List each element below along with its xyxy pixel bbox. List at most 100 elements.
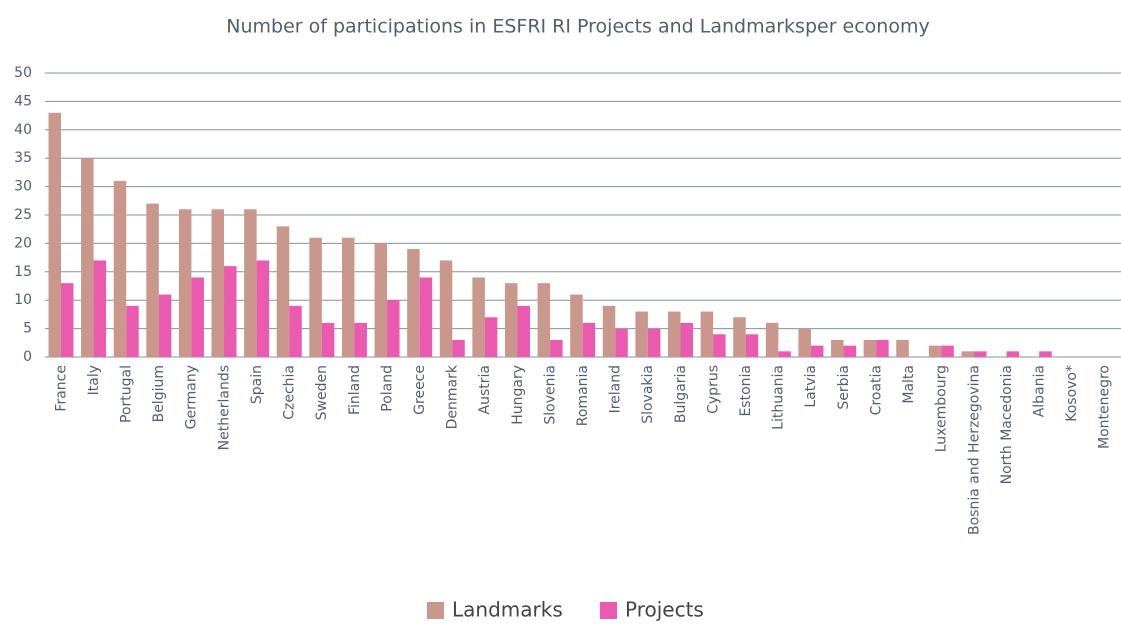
bar <box>798 328 811 357</box>
bar <box>504 283 518 357</box>
x-tick-label: Albania <box>1031 365 1047 417</box>
x-tick-label: Bosnia and Herzegovina <box>966 365 982 535</box>
legend-label: Landmarks <box>452 598 563 622</box>
x-tick-label: Czechia <box>282 365 298 420</box>
x-tick-label: France <box>53 365 69 412</box>
bar <box>374 243 388 357</box>
bar <box>93 260 107 357</box>
bar <box>733 317 746 357</box>
x-tick-label: Slovakia <box>640 365 656 424</box>
bar <box>700 311 714 357</box>
bar <box>407 249 420 357</box>
bar <box>256 260 270 357</box>
bar <box>387 300 400 357</box>
y-tick-label: 25 <box>14 207 32 223</box>
bar <box>615 328 628 357</box>
bar <box>224 266 237 357</box>
x-tick-label: Spain <box>249 365 265 404</box>
bar <box>635 311 648 357</box>
x-tick-label: Romania <box>575 365 591 426</box>
bar <box>973 351 987 357</box>
bar <box>244 209 257 357</box>
bar <box>1006 351 1020 357</box>
legend-swatch <box>600 602 617 619</box>
bar <box>876 339 889 357</box>
bar <box>113 180 127 357</box>
bar <box>321 322 335 357</box>
bar <box>289 305 302 357</box>
y-tick-label: 35 <box>14 150 32 166</box>
x-tick-label: Poland <box>379 365 395 412</box>
x-tick-label: Portugal <box>119 365 135 423</box>
x-tick-label: Austria <box>477 365 493 414</box>
y-tick-label: 0 <box>23 349 32 365</box>
bar <box>778 351 791 357</box>
bar <box>602 305 616 357</box>
y-tick-label: 20 <box>14 235 32 251</box>
x-tick-label: Germany <box>184 365 200 429</box>
x-tick-label: Croatia <box>868 365 884 415</box>
bar <box>550 339 563 357</box>
x-tick-label: Netherlands <box>216 365 232 450</box>
x-tick-label: Sweden <box>314 365 330 420</box>
x-tick-label: Finland <box>347 365 363 415</box>
x-tick-label: Montenegro <box>1097 365 1113 449</box>
x-tick-label: Luxembourg <box>934 365 950 452</box>
x-tick-label: Bulgaria <box>673 365 689 423</box>
bar <box>582 322 596 357</box>
bar <box>1039 351 1052 357</box>
chart-title: Number of participations in ESFRI RI Pro… <box>226 16 929 38</box>
y-tick-label: 5 <box>23 321 32 337</box>
bar <box>863 339 877 357</box>
bar <box>452 339 465 357</box>
bar <box>941 345 954 357</box>
bar <box>158 294 172 357</box>
y-tick-label: 50 <box>14 65 32 81</box>
bar <box>713 334 726 357</box>
x-tick-label: Belgium <box>151 365 167 422</box>
bar <box>668 311 681 357</box>
bar <box>126 305 139 357</box>
y-tick-label: 45 <box>14 93 32 109</box>
bar <box>961 351 974 357</box>
bar <box>647 328 661 357</box>
y-tick-label: 30 <box>14 179 32 195</box>
x-tick-label: Italy <box>86 365 102 395</box>
x-tick-label: Ireland <box>608 365 624 413</box>
x-tick-label: Estonia <box>738 365 754 417</box>
bar <box>81 158 94 357</box>
x-tick-label: Kosovo* <box>1064 365 1080 422</box>
y-tick-label: 15 <box>14 264 32 280</box>
bar <box>309 237 322 357</box>
x-tick-label: Malta <box>901 365 917 404</box>
bar <box>745 334 759 357</box>
bar <box>439 260 453 357</box>
bar <box>810 345 824 357</box>
bar <box>831 339 844 357</box>
bar <box>537 283 551 357</box>
bar <box>178 209 192 357</box>
x-tick-label: Hungary <box>510 365 526 425</box>
x-tick-label: Latvia <box>803 365 819 408</box>
bar <box>146 203 159 357</box>
bar <box>211 209 225 357</box>
legend-swatch <box>427 602 444 619</box>
y-tick-label: 10 <box>14 292 32 308</box>
x-tick-label: Greece <box>412 365 428 415</box>
bar <box>928 345 942 357</box>
legend-label: Projects <box>625 598 704 622</box>
bar <box>354 322 367 357</box>
bar <box>896 339 909 357</box>
bar <box>517 305 530 357</box>
x-tick-label: Lithuania <box>771 365 787 430</box>
bar <box>765 322 779 357</box>
y-tick-label: 40 <box>14 122 32 138</box>
bar <box>341 237 355 357</box>
bar <box>843 345 857 357</box>
x-tick-label: Cyprus <box>705 365 721 414</box>
bar <box>191 277 204 357</box>
bar <box>276 226 290 357</box>
bar <box>570 294 583 357</box>
bar <box>419 277 433 357</box>
x-tick-label: North Macedonia <box>999 365 1015 484</box>
